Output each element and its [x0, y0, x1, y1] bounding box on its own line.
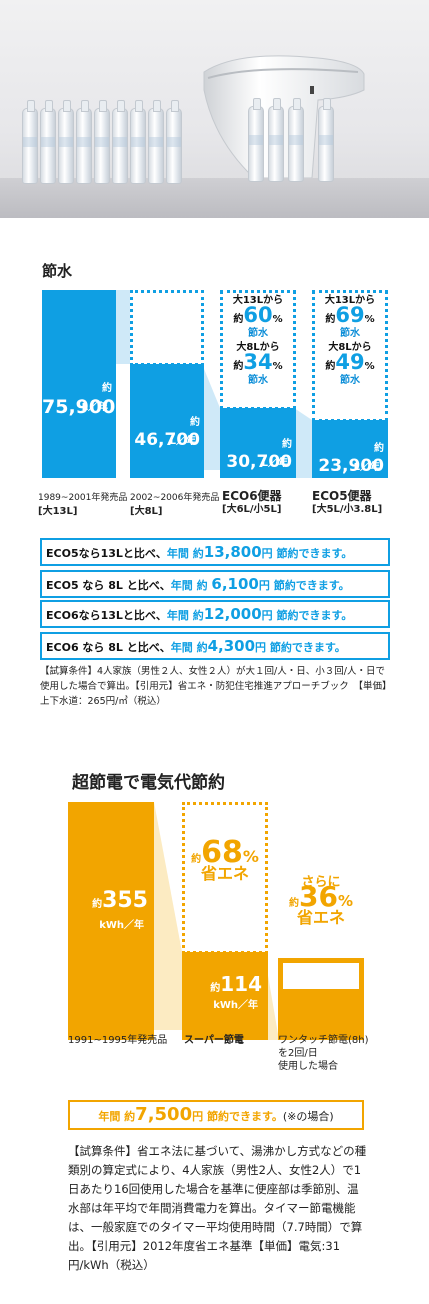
saving-row: ECO6なら13Lと比べ、年間 約12,000円 節約できます。 [40, 600, 390, 628]
bottle [130, 100, 146, 184]
bar-label-2002: 2002~2006年発売品 [大8L] [130, 493, 220, 517]
bar-label-onetouch: ワンタッチ節電(8h) を2回/日 使用した場合 [278, 1035, 369, 1072]
bar-eco5: 約23,900 L／年 [312, 420, 388, 478]
bar-superpower: 約114 kWh／年 [182, 952, 268, 1040]
water-note: 【試算条件】4人家族（男性２人、女性２人）が大１回/人・日、小３回/人・日で使用… [40, 666, 387, 707]
bar-unit: kWh／年 [99, 920, 144, 931]
section-title-power: 超節電で電気代節約 [72, 773, 225, 793]
hero-photo [0, 0, 429, 218]
saving-row: ECO5 なら 8L と比べ、年間 約 6,100円 節約できます。 [40, 570, 390, 598]
bar-connectors [116, 290, 312, 478]
onetouch-callout: さらに 約36% 省エネ [289, 875, 353, 927]
section-title-water: 節水 [42, 262, 73, 280]
bottle [22, 100, 38, 184]
bottle [288, 98, 304, 182]
power-note: 【試算条件】省エネ法に基づいて、湯沸かし方式などの種類別の算定式により、4人家族… [68, 1144, 367, 1272]
bottle [268, 98, 284, 182]
bar-onetouch [278, 958, 364, 1040]
bar-value: 約355 [92, 888, 148, 913]
bar-eco6: 約30,700 L／年 [220, 408, 296, 478]
bar-label-eco6: ECO6便器 [大6L/小5L] [222, 489, 282, 516]
bottle [318, 98, 334, 182]
bottle [248, 98, 264, 182]
bar-1989: 約75,900 L／年 [42, 290, 116, 478]
bar-value: 約46,700 [134, 417, 200, 450]
bar-1991: 約355 kWh／年 [68, 802, 154, 1040]
savings-group-eco5: ECO5なら13Lと比べ、年間 約13,800円 節約できます。 ECO5 なら… [40, 538, 390, 598]
bar-label-1989: 1989~2001年発売品 [大13L] [38, 493, 128, 517]
eco6-callout: 大13Lから 約60% 節水 大8Lから 約34% 節水 [232, 295, 284, 386]
bar-value: 約114 [210, 972, 262, 996]
bar-label-1991: 1991~1995年発売品 [68, 1035, 168, 1046]
bar-label-eco5: ECO5便器 [大5L/小3.8L] [312, 489, 383, 516]
bottle [58, 100, 74, 184]
bar-label-superpower: スーパー節電 [184, 1035, 244, 1046]
eco5-callout: 大13Lから 約69% 節水 大8Lから 約49% 節水 [324, 295, 376, 386]
bar-value: 約30,700 [226, 439, 292, 472]
saving-row: ECO5なら13Lと比べ、年間 約13,800円 節約できます。 [40, 538, 390, 566]
shelf [0, 178, 429, 218]
bar-value: 約23,900 [318, 443, 384, 476]
bottle [112, 100, 128, 184]
saving-row: ECO6 なら 8L と比べ、年間 約4,300円 節約できます。 [40, 632, 390, 660]
power-saving-box: 年間 約7,500円 節約できます。(※の場合) [68, 1100, 364, 1130]
bar-2002: 約46,700 L／年 [130, 364, 204, 478]
savings-group-eco6: ECO6なら13Lと比べ、年間 約12,000円 節約できます。 ECO6 なら… [40, 600, 390, 660]
bottle [94, 100, 110, 184]
bottle [76, 100, 92, 184]
bottle [40, 100, 56, 184]
superpower-callout: 約68% 省エネ [191, 835, 259, 883]
bar-unit: L／年 [81, 402, 108, 413]
bar-value: 約75,900 [42, 383, 116, 418]
bar-unit: kWh／年 [213, 1000, 258, 1011]
bar-unit: L／年 [169, 436, 196, 447]
bar-unit: L／年 [353, 462, 380, 473]
toilet-icon [203, 55, 365, 178]
bottle [166, 100, 182, 184]
bottle [148, 100, 164, 184]
bar-unit: L／年 [261, 458, 288, 469]
